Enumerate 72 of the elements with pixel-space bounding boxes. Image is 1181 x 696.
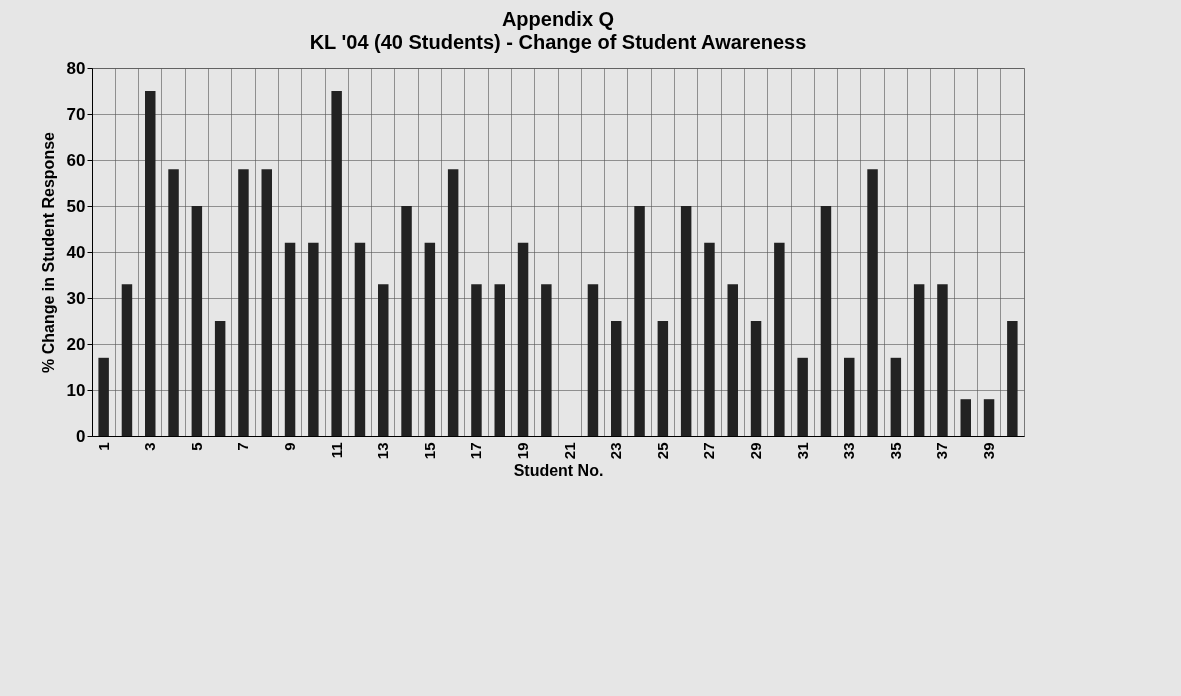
- bar: [657, 321, 669, 436]
- bar: [611, 321, 622, 436]
- bar: [354, 242, 366, 436]
- x-tick-label: 11: [327, 442, 345, 459]
- y-axis-title: % Change in Student Response: [39, 131, 57, 373]
- bar: [401, 206, 412, 436]
- bar: [284, 242, 296, 436]
- y-tick-label: 70: [66, 104, 86, 124]
- bar: [494, 284, 505, 436]
- bar: [797, 357, 808, 436]
- y-tick-label: 30: [66, 288, 86, 308]
- bar: [98, 357, 109, 436]
- x-tick-label: 25: [653, 442, 671, 460]
- x-tick-label: 9: [281, 442, 299, 451]
- y-tick-label: 10: [66, 380, 86, 400]
- x-tick-label: 35: [886, 442, 904, 460]
- bar: [680, 206, 692, 436]
- chart-subtitle: KL '04 (40 Students) - Change of Student Awareness: [309, 31, 807, 53]
- bar: [913, 284, 925, 436]
- x-tick-label: 5: [187, 442, 205, 451]
- y-tick-label: 20: [66, 334, 86, 354]
- chart-title: Appendix Q: [501, 8, 615, 30]
- bar: [331, 91, 342, 436]
- x-tick-label: 3: [141, 442, 159, 451]
- y-tick-label: 40: [66, 242, 86, 262]
- x-tick-label: 29: [747, 442, 765, 460]
- x-axis-title: Student No.: [513, 462, 604, 480]
- x-tick-label: 13: [374, 442, 392, 460]
- bar: [471, 284, 482, 436]
- bar: [261, 169, 272, 436]
- x-tick-label: 21: [560, 442, 578, 460]
- bar: [890, 357, 902, 436]
- bar: [1007, 321, 1018, 436]
- bar: [424, 242, 436, 436]
- bar: [121, 284, 133, 436]
- bar: [447, 169, 459, 436]
- bar: [750, 321, 762, 436]
- y-tick-label: 80: [66, 58, 86, 78]
- x-tick-label: 15: [420, 442, 438, 460]
- y-tick-label: 0: [76, 426, 86, 446]
- bar: [937, 284, 948, 436]
- bar: [238, 169, 249, 436]
- bar: [774, 242, 785, 436]
- bar: [844, 357, 855, 436]
- x-tick-label: 19: [514, 442, 532, 460]
- x-tick-label: 27: [700, 442, 718, 460]
- bar: [191, 206, 203, 436]
- bar: [867, 169, 878, 436]
- bar: [634, 206, 645, 436]
- x-tick-label: 39: [980, 442, 998, 460]
- bar: [960, 399, 971, 436]
- x-tick-label: 23: [607, 442, 625, 460]
- bar: [983, 399, 995, 436]
- bar: [541, 284, 552, 436]
- y-tick-label: 60: [66, 150, 86, 170]
- bar: [820, 206, 832, 436]
- bar: [378, 284, 389, 436]
- bar: [168, 169, 179, 436]
- bar: [145, 91, 156, 436]
- x-tick-label: 7: [234, 442, 252, 451]
- x-tick-label: 1: [94, 442, 112, 451]
- bar: [727, 284, 738, 436]
- x-tick-label: 37: [933, 442, 951, 460]
- y-tick-label: 50: [66, 196, 86, 216]
- x-tick-label: 17: [467, 442, 485, 460]
- x-tick-label: 31: [793, 442, 811, 460]
- bar: [587, 284, 599, 436]
- bar: [704, 242, 715, 436]
- x-tick-label: 33: [840, 442, 858, 460]
- bar: [214, 321, 226, 436]
- bar: [517, 242, 529, 436]
- bar: [308, 242, 319, 436]
